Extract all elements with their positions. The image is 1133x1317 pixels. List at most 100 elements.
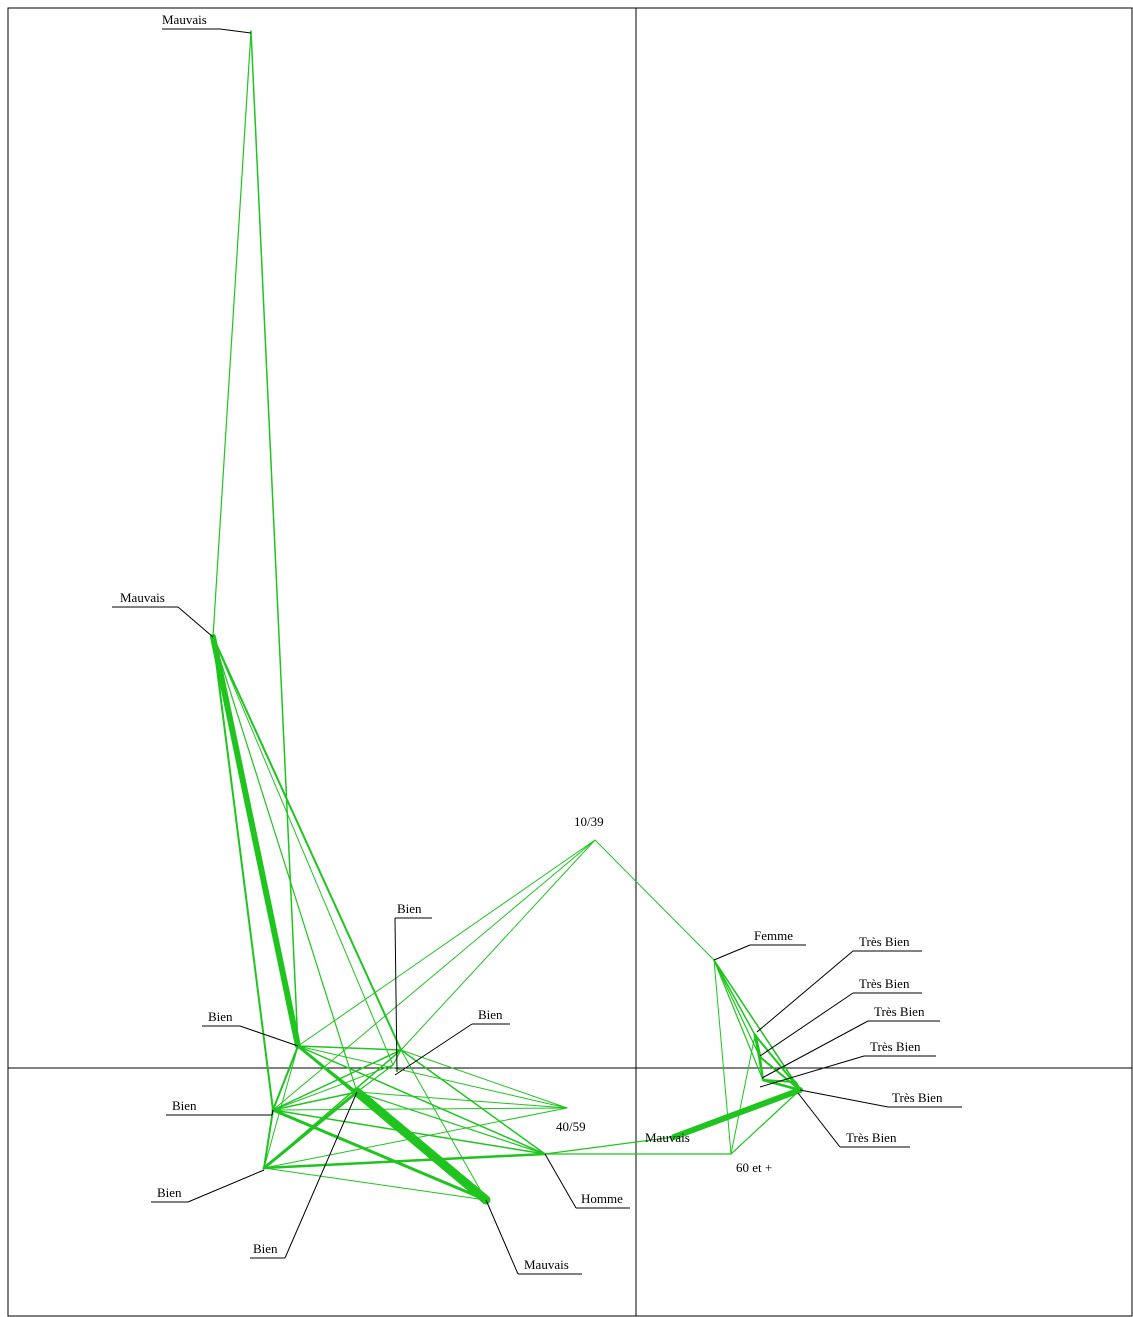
label-age-10-39: 10/39 <box>574 814 604 829</box>
network-edge <box>730 1034 756 1155</box>
label-leader-line <box>394 917 398 1073</box>
network-edge <box>263 1167 487 1201</box>
label-bien-mid: Bien <box>166 1098 272 1116</box>
label-text: Bien <box>253 1241 278 1256</box>
label-age-40-59: 40/59 <box>556 1119 586 1134</box>
network-edge <box>272 1064 394 1111</box>
label-text: 60 et + <box>736 1160 772 1175</box>
label-text: Bien <box>208 1009 233 1024</box>
label-bien-upper: Bien <box>395 901 432 919</box>
label-text: Mauvais <box>645 1130 690 1145</box>
label-leader-line <box>271 1109 274 1116</box>
network-edge <box>356 1091 546 1155</box>
label-text: Mauvais <box>120 590 165 605</box>
network-edge <box>400 1049 568 1109</box>
label-leader-line <box>219 28 252 34</box>
label-text: Homme <box>581 1191 623 1206</box>
network-edge <box>713 959 761 1058</box>
network-edge <box>297 839 596 1047</box>
label-tres-bien-2: Très Bien <box>853 976 922 994</box>
network-edge <box>761 1078 802 1092</box>
network-edge <box>352 1087 491 1205</box>
network-edge <box>400 839 596 1051</box>
network-edge <box>272 1107 568 1111</box>
network-edge <box>713 959 764 1081</box>
label-mauvais-mid: Mauvais <box>112 590 178 608</box>
label-leader-line <box>756 950 854 1033</box>
network-edge <box>250 30 299 1047</box>
network-edge <box>297 1045 568 1109</box>
network-edge <box>793 1080 802 1092</box>
label-text: Bien <box>172 1098 197 1113</box>
network-edge <box>212 636 358 1093</box>
network-edge <box>272 1091 358 1111</box>
network-edge <box>754 1034 801 1091</box>
label-leader-line <box>544 1153 577 1209</box>
network-edge <box>297 1045 546 1155</box>
label-text: Bien <box>397 901 422 916</box>
label-leader-line <box>187 1169 265 1203</box>
edge-layer <box>210 30 803 1205</box>
label-text: Très Bien <box>892 1090 943 1105</box>
label-text: Très Bien <box>846 1130 897 1145</box>
label-tres-bien-1: Très Bien <box>853 934 922 952</box>
network-edge <box>297 1045 402 1051</box>
network-edge <box>263 1049 402 1169</box>
label-age-60-plus: 60 et + <box>736 1160 772 1175</box>
label-leader-line <box>713 944 751 961</box>
label-text: Très Bien <box>859 934 910 949</box>
label-mauvais-bottom: Mauvais <box>518 1257 582 1275</box>
label-bien-bottom: Bien <box>250 1241 285 1259</box>
label-leader-line <box>485 1199 519 1275</box>
network-edge <box>759 1056 764 1081</box>
network-edge <box>212 636 402 1051</box>
network-edge <box>356 1091 568 1109</box>
label-text: Très Bien <box>859 976 910 991</box>
label-bien-right: Bien <box>472 1007 510 1025</box>
network-edge <box>713 959 732 1155</box>
label-bien-low: Bien <box>151 1185 188 1203</box>
label-leader-line <box>761 1020 869 1079</box>
label-leader-line <box>797 1092 841 1148</box>
network-edge <box>730 1089 801 1155</box>
label-leader-line <box>759 1055 865 1088</box>
network-edge <box>544 1136 675 1155</box>
label-text: Bien <box>478 1007 503 1022</box>
network-edge <box>212 636 394 1066</box>
label-tres-bien-6: Très Bien <box>840 1130 910 1148</box>
label-tres-bien-3: Très Bien <box>868 1004 940 1022</box>
label-leader-line <box>284 1091 358 1259</box>
label-text: Très Bien <box>870 1039 921 1054</box>
plot-frame <box>7 7 1133 1317</box>
network-edge <box>594 839 715 961</box>
network-edge <box>400 1049 546 1155</box>
label-tres-bien-4: Très Bien <box>864 1039 936 1057</box>
label-homme: Homme <box>576 1191 630 1209</box>
label-text: Mauvais <box>162 12 207 27</box>
label-femme: Femme <box>750 928 806 946</box>
label-text: Très Bien <box>874 1004 925 1019</box>
network-edge <box>271 1108 488 1202</box>
label-leader-line <box>177 606 214 638</box>
leader-layer <box>177 28 889 1275</box>
label-text: Femme <box>754 928 793 943</box>
network-edge <box>759 1056 801 1091</box>
network-edge <box>263 1109 274 1169</box>
label-mauvais-top: Mauvais <box>162 12 220 30</box>
network-edge <box>212 30 252 638</box>
label-tres-bien-5: Très Bien <box>888 1090 962 1108</box>
network-edge <box>210 634 301 1049</box>
label-leader-line <box>394 1023 473 1076</box>
label-leader-line <box>799 1089 889 1108</box>
label-text: Bien <box>157 1185 182 1200</box>
network-edge <box>272 839 596 1111</box>
network-edge <box>671 1087 803 1140</box>
network-edge <box>713 959 756 1036</box>
network-edge <box>713 959 796 1083</box>
label-leader-line <box>239 1025 299 1047</box>
label-mauvais-center: Mauvais <box>645 1130 690 1145</box>
label-text: Mauvais <box>524 1257 569 1272</box>
network-edge <box>356 1064 394 1093</box>
label-text: 40/59 <box>556 1119 586 1134</box>
